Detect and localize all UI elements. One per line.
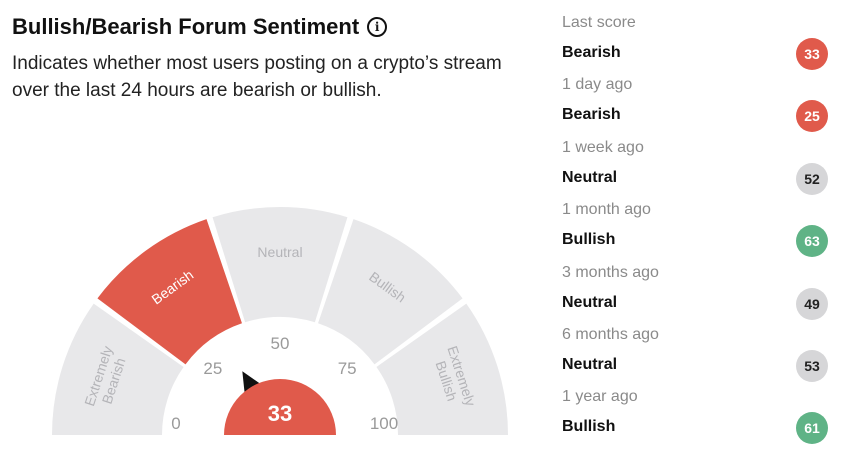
gauge-segment: [318, 219, 463, 365]
gauge-segment: [52, 303, 184, 435]
history-score-badge: 53: [796, 350, 828, 382]
history-period: 1 day ago: [562, 76, 633, 94]
sentiment-history: Last score Bearish 33 1 day ago Bearish 25 1 w…: [562, 0, 860, 476]
history-period: 3 months ago: [562, 263, 659, 281]
history-score-badge: 25: [796, 100, 828, 133]
history-sentiment-label: Neutral: [562, 168, 618, 186]
history-period: 6 months ago: [562, 326, 659, 343]
gauge-value: 33: [268, 401, 292, 426]
page-subtitle: Indicates whether most users posting on …: [12, 53, 502, 101]
sentiment-header: Bullish/Bearish Forum Sentiment i Indica…: [12, 14, 552, 104]
title-row: Bullish/Bearish Forum Sentiment i: [12, 14, 552, 40]
gauge-segment: [212, 207, 348, 323]
page-title: Bullish/Bearish Forum Sentiment: [12, 14, 360, 39]
history-period: 1 month ago: [562, 201, 651, 219]
gauge-segment: [97, 219, 242, 365]
gauge-segment-label-line: Neutral: [257, 244, 302, 260]
history-score-badge: 33: [796, 38, 828, 70]
history-sentiment-label: Neutral: [562, 356, 618, 373]
gauge-tick-label: 50: [271, 334, 290, 353]
history-period: Last score: [562, 14, 636, 31]
gauge-segment-label: Neutral: [257, 244, 302, 260]
history-sentiment-label: Bearish: [562, 106, 621, 124]
history-sentiment-label: Neutral: [562, 293, 618, 311]
history-sentiment-label: Bearish: [562, 44, 621, 61]
history-score-badge: 49: [796, 287, 828, 320]
history-period: 1 year ago: [562, 388, 638, 406]
gauge-tick-label: 75: [338, 359, 357, 378]
info-icon[interactable]: i: [367, 17, 388, 37]
history-score-badge: 61: [796, 412, 828, 445]
history-score-badge: 52: [796, 162, 828, 195]
gauge-tick-label: 0: [171, 414, 180, 433]
history-period: 1 week ago: [562, 138, 644, 156]
gauge-value-badge: [224, 379, 336, 435]
sentiment-gauge: ExtremelyBearishBearishNeutralBullishExt…: [52, 207, 508, 435]
history-sentiment-label: Bullish: [562, 418, 616, 436]
history-sentiment-label: Bullish: [562, 231, 616, 249]
gauge-segment: [376, 303, 508, 435]
gauge-tick-label: 100: [370, 414, 398, 433]
history-score-badge: 63: [796, 225, 828, 258]
gauge-tick-label: 25: [203, 359, 222, 378]
